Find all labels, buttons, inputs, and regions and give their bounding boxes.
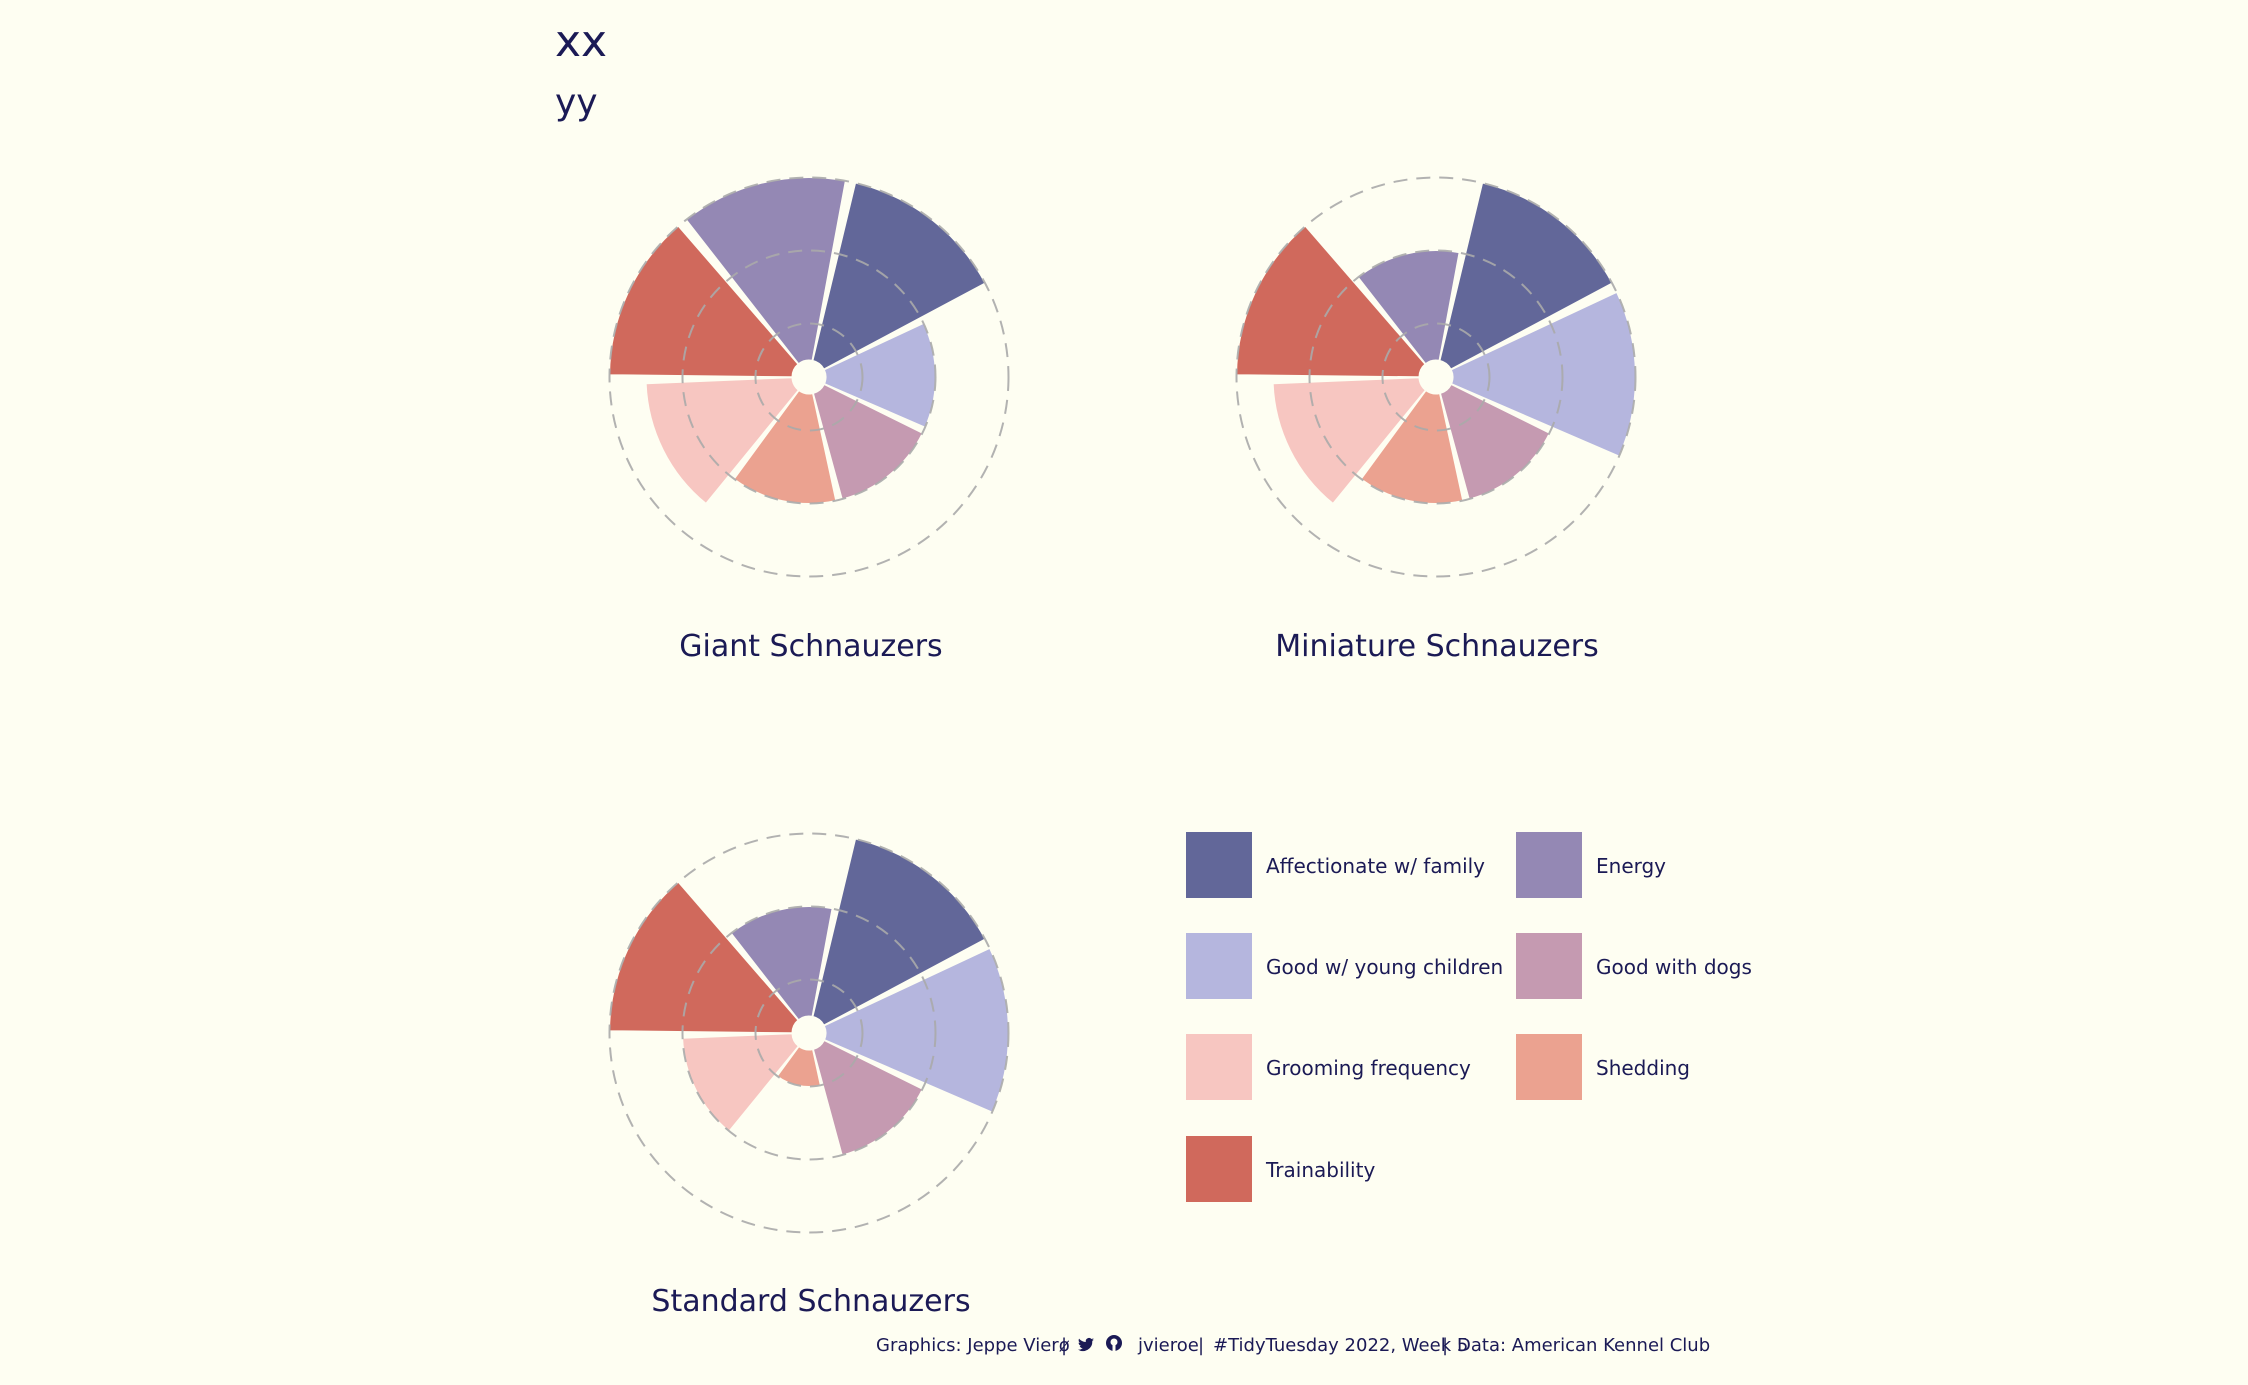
- panel-title: Standard Schnauzers: [651, 1284, 970, 1319]
- caption-handle[interactable]: jvieroe: [1137, 1335, 1199, 1356]
- legend-swatch: [1516, 1034, 1582, 1100]
- bar-grooming-frequency: [645, 377, 799, 504]
- grid-circle: [681, 249, 937, 505]
- legend-item-energy: Energy: [1516, 832, 1666, 898]
- legend-label: Shedding: [1596, 1056, 1690, 1080]
- legend-swatch: [1516, 832, 1582, 898]
- legend-swatch: [1186, 933, 1252, 999]
- legend-swatch: [1516, 933, 1582, 999]
- legend-swatch: [1186, 1136, 1252, 1202]
- legend-item-affectionate-w-family: Affectionate w/ family: [1186, 832, 1485, 898]
- grid-circle: [754, 978, 864, 1088]
- chart-title: xx: [555, 16, 607, 67]
- caption-author: Graphics: Jeppe Vierø: [876, 1335, 1070, 1356]
- grid-circle: [1381, 322, 1491, 432]
- legend-item-shedding: Shedding: [1516, 1034, 1690, 1100]
- legend-label: Good w/ young children: [1266, 955, 1503, 979]
- legend-item-trainability: Trainability: [1186, 1136, 1375, 1202]
- legend-swatch: [1186, 832, 1252, 898]
- polar-panel-standard-schnauzers: Standard Schnauzers: [608, 832, 1010, 1319]
- legend-swatch: [1186, 1034, 1252, 1100]
- panel-title: Giant Schnauzers: [679, 629, 942, 664]
- legend-item-good-w-young-children: Good w/ young children: [1186, 933, 1503, 999]
- legend-label: Affectionate w/ family: [1266, 854, 1485, 878]
- github-icon[interactable]: [1106, 1335, 1122, 1351]
- legend-label: Grooming frequency: [1266, 1056, 1471, 1080]
- chart-subtitle: yy: [555, 82, 598, 123]
- polar-panel-giant-schnauzers: Giant Schnauzers: [608, 176, 1010, 664]
- legend-item-grooming-frequency: Grooming frequency: [1186, 1034, 1471, 1100]
- grid-circle: [1308, 249, 1564, 505]
- legend-label: Trainability: [1265, 1158, 1375, 1182]
- caption-separator: |: [1442, 1335, 1448, 1356]
- grid-circle: [608, 832, 1010, 1234]
- grid-circle: [754, 322, 864, 432]
- caption: Graphics: Jeppe Vierø | jvieroe | #TidyT…: [876, 1335, 1710, 1356]
- caption-separator: |: [1061, 1335, 1067, 1356]
- panel-title: Miniature Schnauzers: [1275, 629, 1599, 664]
- caption-event: #TidyTuesday 2022, Week 5: [1213, 1335, 1468, 1356]
- twitter-icon[interactable]: [1078, 1337, 1094, 1352]
- legend: Affectionate w/ family Energy Good w/ youn…: [1186, 832, 1752, 1202]
- bar-grooming-frequency: [1272, 377, 1426, 504]
- panels: Giant Schnauzers Miniature Schnauzers Stan…: [608, 176, 1637, 1319]
- center-hole: [792, 1016, 826, 1050]
- caption-source: Data: American Kennel Club: [1457, 1335, 1710, 1356]
- caption-separator: |: [1198, 1335, 1204, 1356]
- center-hole: [792, 360, 826, 394]
- legend-label: Energy: [1596, 854, 1666, 878]
- polar-panel-miniature-schnauzers: Miniature Schnauzers: [1235, 176, 1637, 664]
- center-hole: [1419, 360, 1453, 394]
- grid-circle: [1235, 176, 1637, 578]
- grid-circle: [681, 905, 937, 1161]
- grid-circle: [608, 176, 1010, 578]
- legend-item-good-with-dogs: Good with dogs: [1516, 933, 1752, 999]
- legend-label: Good with dogs: [1596, 955, 1752, 979]
